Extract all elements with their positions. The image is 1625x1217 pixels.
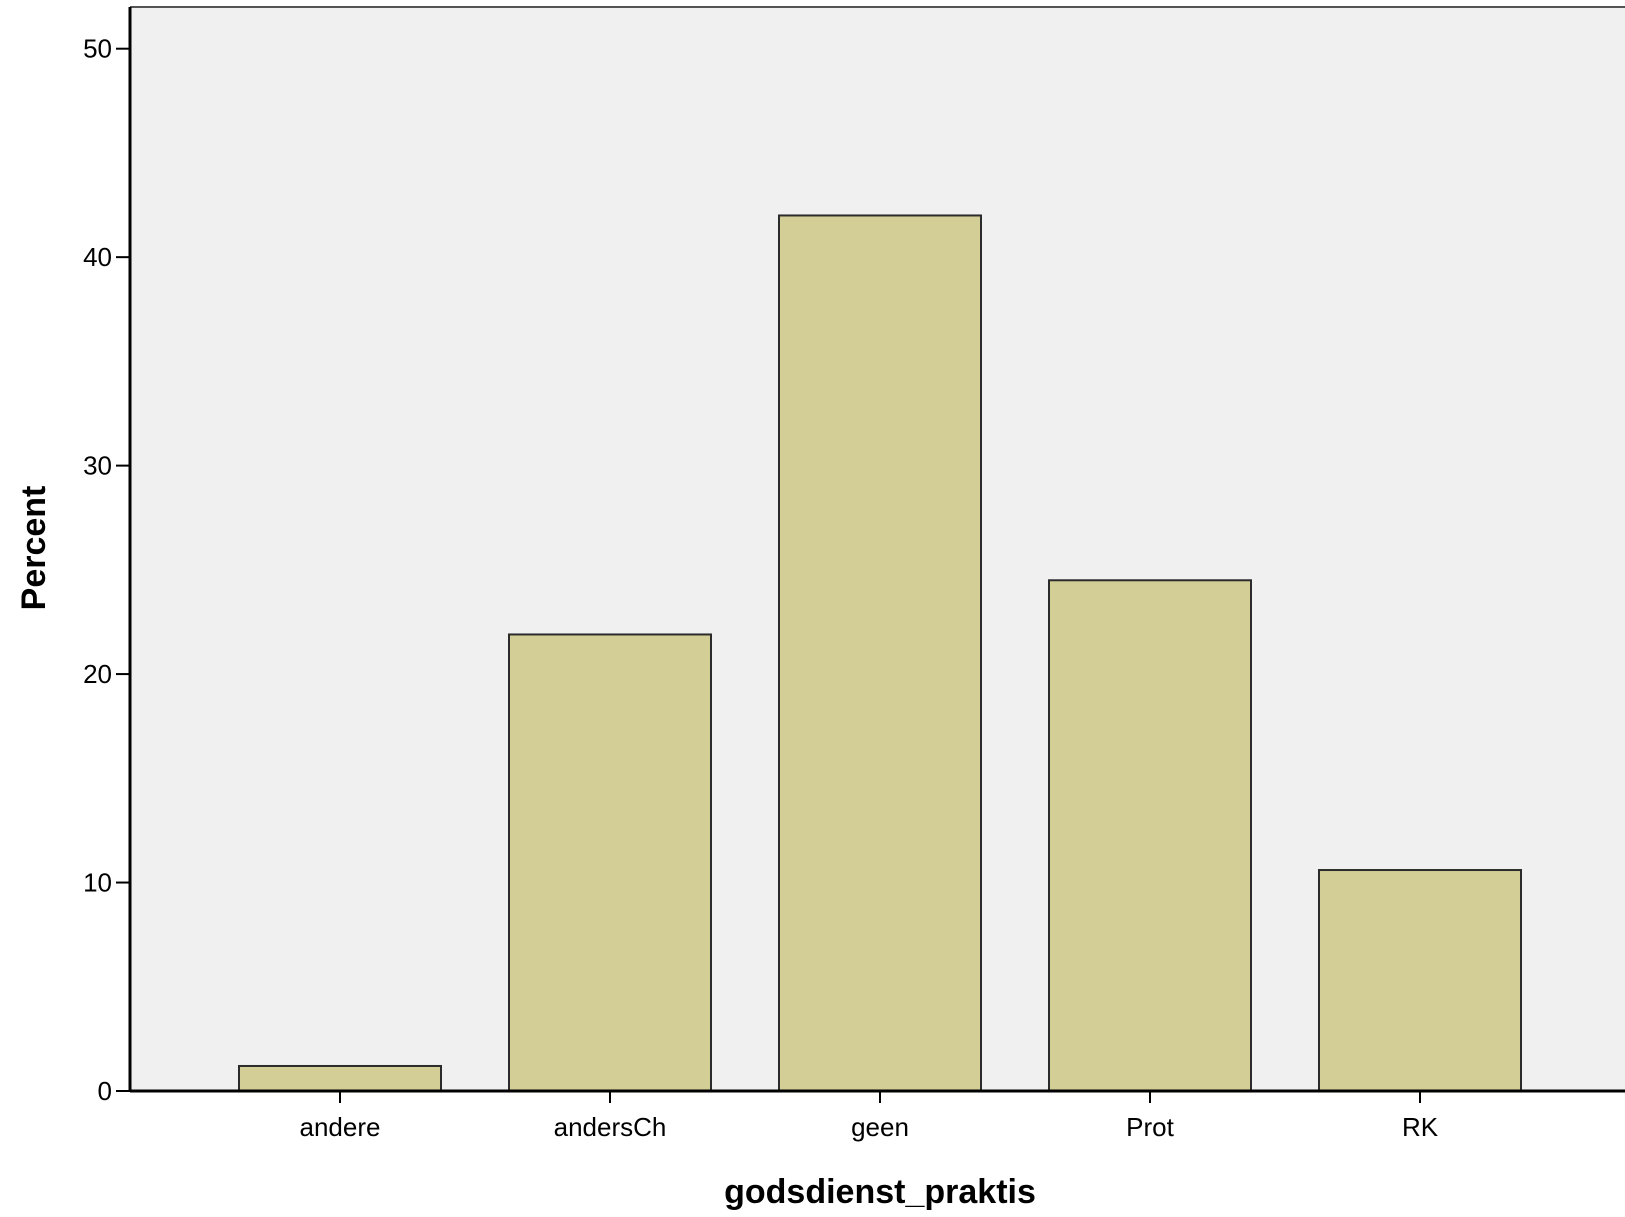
bars-group xyxy=(238,214,1522,1093)
x-tick-label: RK xyxy=(1402,1112,1439,1142)
y-tick-label: 50 xyxy=(83,34,112,64)
x-tick-label: geen xyxy=(851,1112,909,1142)
x-tick-label: andersCh xyxy=(554,1112,667,1142)
bar-andersch xyxy=(508,633,712,1092)
bar-prot xyxy=(1048,579,1252,1092)
y-axis-ticks: 0 10 20 30 40 50 xyxy=(83,34,130,1106)
y-tick-label: 10 xyxy=(83,868,112,898)
bar-geen xyxy=(778,214,982,1092)
bar-rk xyxy=(1318,869,1522,1092)
y-tick-label: 30 xyxy=(83,451,112,481)
y-axis-title: Percent xyxy=(15,486,53,611)
x-axis-ticks: andere andersCh geen Prot RK xyxy=(300,1091,1439,1142)
x-tick-label: andere xyxy=(300,1112,381,1142)
bar-andere xyxy=(238,1064,442,1093)
y-tick-label: 20 xyxy=(83,659,112,689)
x-tick-label: Prot xyxy=(1126,1112,1174,1142)
x-axis-title: godsdienst_praktis xyxy=(724,1173,1036,1211)
y-tick-label: 0 xyxy=(98,1076,112,1106)
y-tick-label: 40 xyxy=(83,242,112,272)
